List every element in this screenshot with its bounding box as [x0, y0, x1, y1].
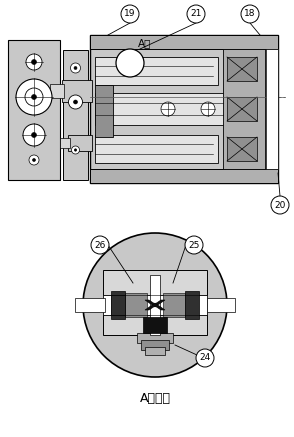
Bar — [141, 340, 169, 350]
Bar — [137, 333, 173, 343]
Polygon shape — [145, 303, 165, 310]
Bar — [111, 295, 125, 315]
Bar — [8, 40, 60, 180]
Bar — [75, 298, 105, 312]
Bar — [95, 57, 218, 85]
Bar — [227, 57, 257, 81]
Circle shape — [196, 349, 214, 367]
Circle shape — [161, 102, 175, 116]
Text: 25: 25 — [188, 240, 200, 250]
Circle shape — [23, 124, 45, 146]
Circle shape — [25, 88, 43, 106]
Polygon shape — [145, 300, 165, 307]
Bar — [60, 138, 70, 148]
Bar — [185, 291, 199, 319]
Bar — [50, 84, 64, 98]
Bar — [163, 293, 185, 317]
Circle shape — [31, 94, 36, 100]
Bar — [103, 270, 207, 335]
Bar — [227, 97, 257, 121]
Bar — [68, 135, 92, 151]
Text: 26: 26 — [94, 240, 106, 250]
Bar — [143, 317, 167, 333]
Circle shape — [91, 236, 109, 254]
Circle shape — [83, 233, 227, 377]
Text: 19: 19 — [124, 10, 136, 18]
Bar — [103, 295, 207, 315]
Bar — [150, 275, 160, 335]
Bar — [62, 80, 92, 102]
Circle shape — [71, 146, 79, 154]
Text: 24: 24 — [199, 354, 211, 363]
Bar — [223, 49, 265, 169]
Circle shape — [31, 132, 36, 138]
Bar — [227, 137, 257, 161]
Bar — [95, 135, 218, 163]
Bar — [145, 347, 165, 355]
Bar — [90, 169, 278, 183]
Circle shape — [271, 196, 289, 214]
Bar — [111, 291, 125, 319]
Bar — [207, 298, 235, 312]
Bar — [90, 35, 278, 49]
Circle shape — [71, 63, 81, 73]
Text: A部: A部 — [138, 38, 151, 48]
Bar — [266, 49, 278, 169]
Circle shape — [69, 95, 83, 109]
Circle shape — [29, 155, 39, 165]
Circle shape — [116, 49, 144, 77]
Text: A部詳細: A部詳細 — [139, 392, 171, 405]
Circle shape — [74, 100, 78, 104]
Circle shape — [31, 59, 36, 65]
Text: 18: 18 — [244, 10, 256, 18]
Circle shape — [201, 102, 215, 116]
Circle shape — [185, 236, 203, 254]
Circle shape — [121, 5, 139, 23]
Circle shape — [33, 159, 36, 162]
Circle shape — [187, 5, 205, 23]
Bar — [95, 85, 113, 137]
Bar — [90, 35, 278, 183]
Circle shape — [26, 54, 42, 70]
Text: 20: 20 — [274, 201, 286, 209]
Circle shape — [74, 149, 77, 151]
Circle shape — [16, 79, 52, 115]
Bar — [95, 93, 228, 125]
Circle shape — [74, 66, 77, 69]
Bar — [125, 293, 147, 317]
Circle shape — [241, 5, 259, 23]
Text: 21: 21 — [190, 10, 202, 18]
Bar — [63, 50, 88, 180]
